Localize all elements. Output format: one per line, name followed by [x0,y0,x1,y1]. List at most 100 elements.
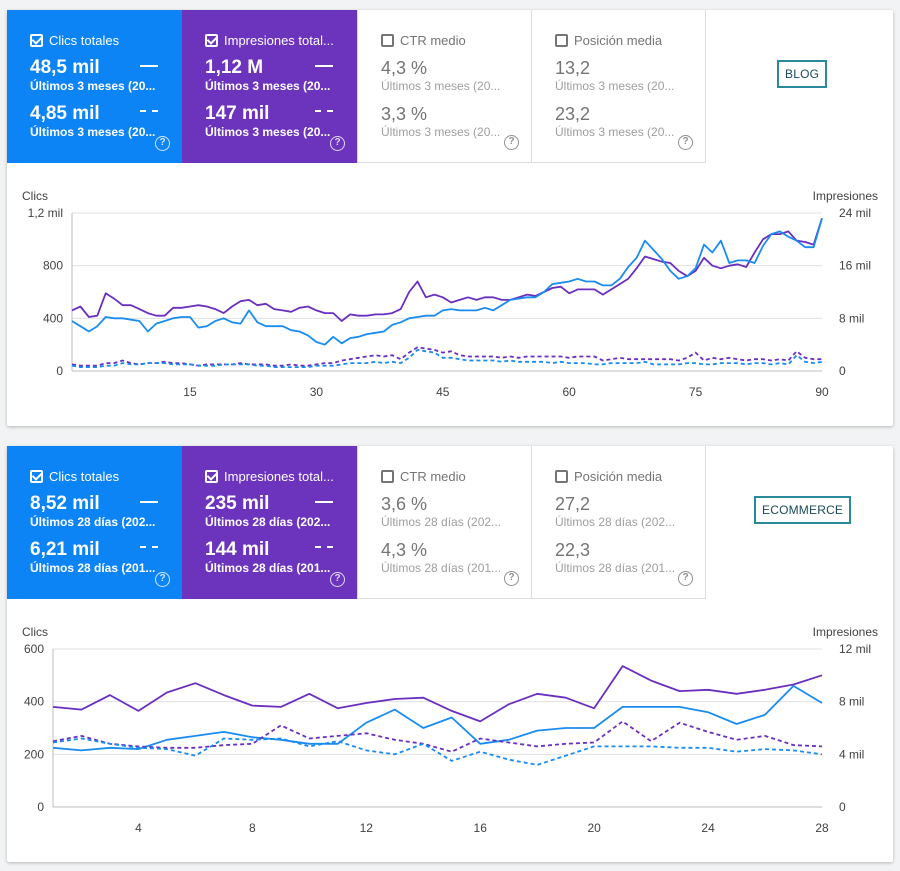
metric-value-current: 3,6 % [381,494,428,514]
metric-period-previous: Últimos 28 días (201... [205,561,331,575]
solid-line-legend-icon [315,501,333,503]
metric-period-previous: Últimos 3 meses (20... [205,125,331,139]
performance-chart[interactable]: Clics Impresiones 0 0 400 8 mil 800 16 mil 1,2 m… [7,163,893,426]
checkbox-icon[interactable] [205,33,218,47]
metric-card-average-ctr[interactable]: CTR medio 4,3 % Últimos 3 meses (20... 3… [357,10,532,163]
y2-tick-label: 24 mil [839,206,871,220]
site-tag: BLOG [777,60,828,88]
metric-value-previous: 3,3 % [381,104,428,124]
metric-card-average-ctr[interactable]: CTR medio 3,6 % Últimos 28 días (202... … [357,446,532,599]
metric-period-current: Últimos 28 días (202... [30,515,156,529]
metric-title: Impresiones total... [224,32,334,48]
metric-card-header: Clics totales [30,467,182,485]
metric-card-total-clicks[interactable]: Clics totales 48,5 mil Últimos 3 meses (… [7,10,182,163]
series-line-clicks-current [71,218,823,346]
dashed-line-legend-icon [140,110,158,112]
y2-tick-label: 8 mil [839,695,864,709]
help-icon[interactable]: ? [330,136,345,151]
y-tick-label: 0 [56,364,63,378]
metric-card-header: Impresiones total... [205,467,357,485]
metric-value-current: 235 mil [205,493,270,514]
metric-period-previous: Últimos 3 meses (20... [555,125,675,139]
help-icon[interactable]: ? [504,571,519,586]
metric-value-previous: 4,3 % [381,540,428,560]
metric-period-previous: Últimos 28 días (201... [381,561,502,575]
metric-title: Posición media [574,32,663,48]
y-axis-title: Clics [22,625,48,639]
series-line-impressions-previous [71,346,822,367]
x-tick-label: 28 [815,821,829,835]
checkbox-icon[interactable] [205,469,218,483]
metric-card-header: Posición media [555,31,705,49]
x-tick-label: 8 [249,821,256,835]
checkbox-icon[interactable] [381,33,394,47]
metric-card-header: Clics totales [30,31,182,49]
metric-period-previous: Últimos 3 meses (20... [30,125,156,139]
checkbox-icon[interactable] [555,469,568,483]
series-line-impressions-current [52,665,823,723]
metric-title: CTR medio [400,468,466,484]
performance-chart[interactable]: Clics Impresiones 0 0 200 4 mil 400 8 mil 600 12 … [7,599,893,862]
metric-period-previous: Últimos 28 días (201... [555,561,676,575]
metric-value-previous: 4,85 mil [30,103,100,124]
metric-period-previous: Últimos 3 meses (20... [381,125,501,139]
help-icon[interactable]: ? [678,571,693,586]
y-tick-label: 1,2 mil [28,206,63,220]
x-tick-label: 60 [563,385,577,399]
y-tick-label: 0 [37,800,44,814]
x-tick-label: 12 [360,821,374,835]
metric-title: Clics totales [49,32,120,48]
help-icon[interactable]: ? [155,136,170,151]
metric-value-previous: 6,21 mil [30,539,100,560]
y2-axis-title: Impresiones [813,625,878,639]
metric-card-total-impressions[interactable]: Impresiones total... 1,12 M Últimos 3 me… [182,10,357,163]
help-icon[interactable]: ? [330,572,345,587]
x-tick-label: 75 [689,385,703,399]
metric-period-current: Últimos 28 días (202... [555,515,676,529]
solid-line-legend-icon [140,65,158,67]
help-icon[interactable]: ? [678,135,693,150]
x-tick-label: 16 [474,821,488,835]
y2-tick-label: 16 mil [839,259,871,273]
metric-card-average-position[interactable]: Posición media 13,2 Últimos 3 meses (20.… [531,10,706,163]
metric-value-previous: 23,2 [555,104,591,124]
help-icon[interactable]: ? [504,135,519,150]
checkbox-icon[interactable] [555,33,568,47]
metric-value-previous: 22,3 [555,540,591,560]
checkbox-icon[interactable] [381,469,394,483]
dashed-line-legend-icon [315,546,333,548]
y-tick-label: 200 [24,747,44,761]
metric-value-current: 1,12 M [205,57,264,78]
series-line-clicks-previous [71,348,823,369]
x-tick-label: 15 [183,385,197,399]
metric-card-header: Posición media [555,467,705,485]
y2-axis-title: Impresiones [813,189,878,203]
help-icon[interactable]: ? [155,572,170,587]
series-line-clicks-previous [52,737,823,766]
metric-title: Posición media [574,468,663,484]
y-tick-label: 600 [24,642,44,656]
checkbox-icon[interactable] [30,33,43,47]
checkbox-icon[interactable] [30,469,43,483]
series-line-impressions-previous [52,720,823,753]
y-tick-label: 400 [24,695,44,709]
y-axis-title: Clics [22,189,48,203]
metric-title: Impresiones total... [224,468,334,484]
dashed-line-legend-icon [315,110,333,112]
y-tick-label: 400 [43,311,63,325]
x-tick-label: 30 [310,385,324,399]
metric-value-current: 13,2 [555,58,591,78]
metric-value-current: 4,3 % [381,58,428,78]
metric-period-current: Últimos 3 meses (20... [30,79,156,93]
metric-card-total-clicks[interactable]: Clics totales 8,52 mil Últimos 28 días (… [7,446,182,599]
metric-title: CTR medio [400,32,466,48]
metric-card-total-impressions[interactable]: Impresiones total... 235 mil Últimos 28 … [182,446,357,599]
metric-value-current: 48,5 mil [30,57,100,78]
y2-tick-label: 8 mil [839,311,864,325]
metric-value-previous: 147 mil [205,103,270,124]
metric-card-average-position[interactable]: Posición media 27,2 Últimos 28 días (202… [531,446,706,599]
x-tick-label: 4 [135,821,142,835]
metric-period-current: Últimos 3 meses (20... [381,79,501,93]
blog-performance-panel: Clics totales 48,5 mil Últimos 3 meses (… [7,10,893,426]
y2-tick-label: 4 mil [839,747,864,761]
